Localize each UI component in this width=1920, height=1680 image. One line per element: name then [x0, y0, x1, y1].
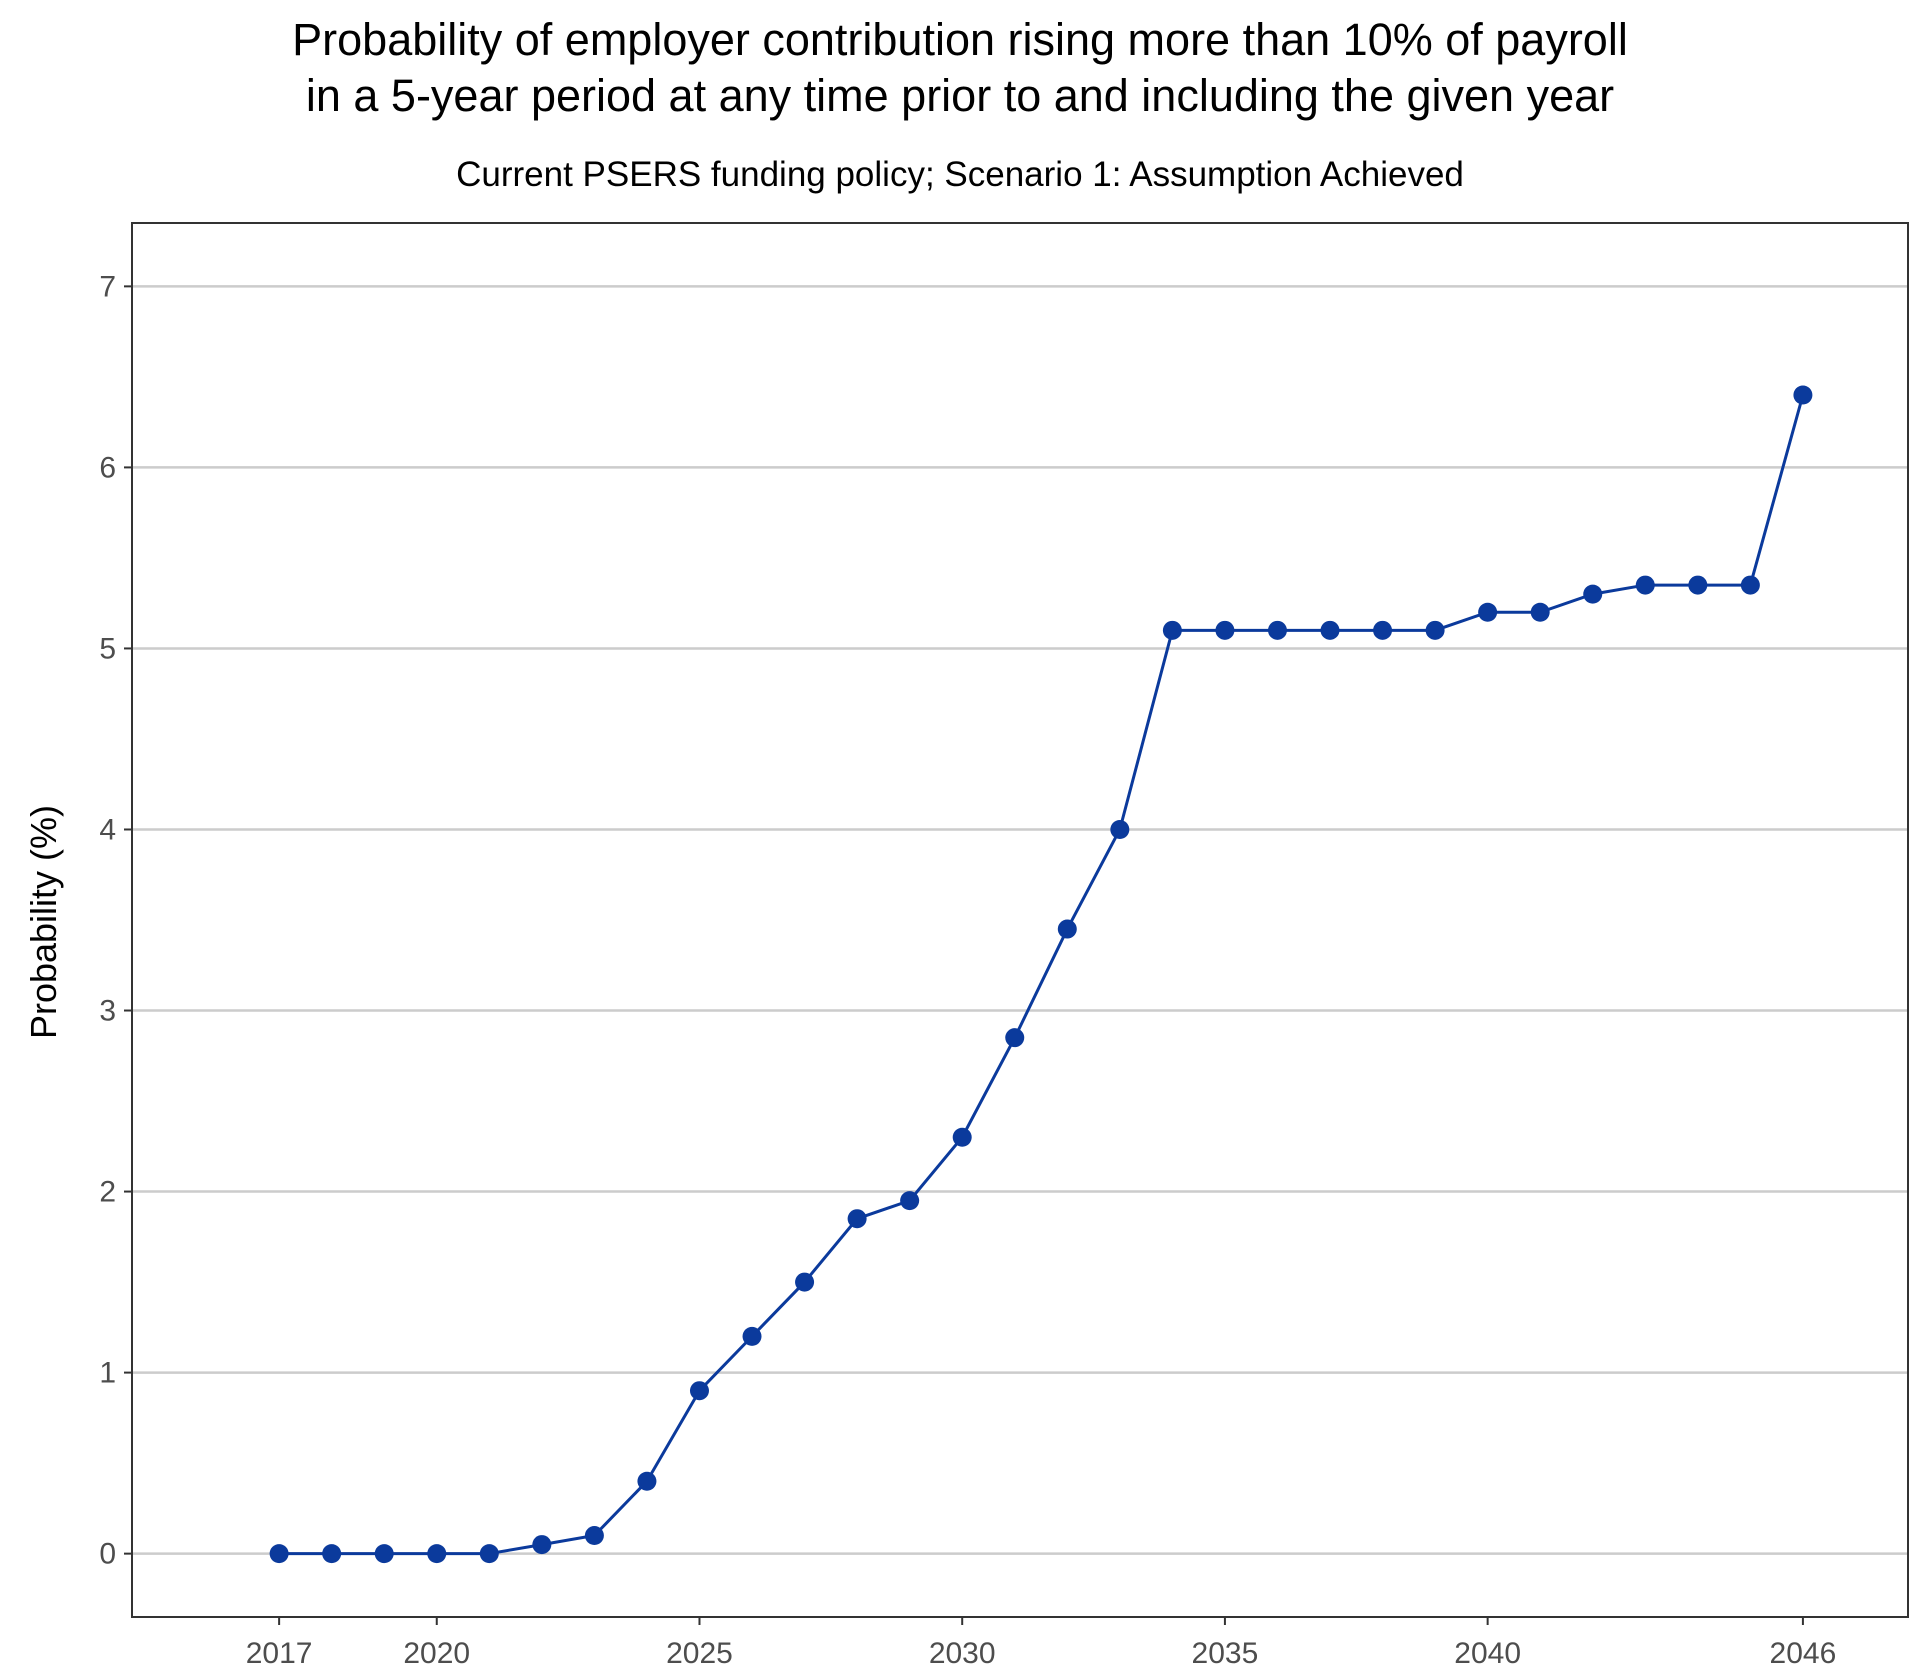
y-tick-label-7: 7 [99, 270, 116, 303]
x-tick-label-2025: 2025 [666, 1637, 733, 1670]
y-axis-label: Probability (%) [23, 805, 64, 1039]
y-tick-label-2: 2 [99, 1176, 116, 1209]
data-point-2044 [1688, 575, 1708, 595]
data-point-2020 [427, 1544, 447, 1564]
y-tick-label-0: 0 [99, 1538, 116, 1571]
data-point-2023 [584, 1526, 604, 1546]
y-tick-label-3: 3 [99, 995, 116, 1028]
data-point-2017 [269, 1544, 289, 1564]
data-point-2021 [479, 1544, 499, 1564]
x-tick-label-2035: 2035 [1192, 1637, 1259, 1670]
gridlines [132, 285, 1908, 1555]
data-point-2032 [1057, 919, 1077, 939]
axis-labels: Probability (%) [23, 805, 64, 1039]
y-tick-label-5: 5 [99, 632, 116, 665]
data-point-2033 [1110, 819, 1130, 839]
x-tick-label-2017: 2017 [246, 1637, 313, 1670]
data-point-2027 [795, 1272, 815, 1292]
data-point-2046 [1793, 385, 1813, 405]
x-tick-label-2040: 2040 [1454, 1637, 1521, 1670]
data-point-2028 [847, 1209, 867, 1229]
data-point-2018 [322, 1544, 342, 1564]
chart-title-line-2: in a 5-year period at any time prior to … [305, 70, 1615, 121]
chart-title: Probability of employer contribution ris… [0, 12, 1920, 124]
data-point-2037 [1320, 620, 1340, 640]
chart-subtitle: Current PSERS funding policy; Scenario 1… [456, 155, 1464, 194]
y-tick-label-6: 6 [99, 451, 116, 484]
chart-title-line-1: Probability of employer contribution ris… [292, 14, 1628, 65]
data-point-2036 [1267, 620, 1287, 640]
y-tick-label-4: 4 [99, 813, 116, 846]
data-point-2019 [374, 1544, 394, 1564]
series-line [279, 394, 1805, 1556]
data-point-2040 [1478, 602, 1498, 622]
x-tick-label-2046: 2046 [1770, 1637, 1837, 1670]
x-tick-label-2020: 2020 [403, 1637, 470, 1670]
data-point-2043 [1635, 575, 1655, 595]
x-tick-label-2030: 2030 [929, 1637, 996, 1670]
data-point-2042 [1583, 584, 1603, 604]
data-point-2025 [689, 1381, 709, 1401]
data-point-2035 [1215, 620, 1235, 640]
data-point-2024 [637, 1471, 657, 1491]
data-point-2030 [952, 1127, 972, 1147]
y-tick-label-1: 1 [99, 1357, 116, 1390]
data-point-2022 [532, 1535, 552, 1555]
data-point-2038 [1373, 620, 1393, 640]
axes: 0 1 2 3 4 5 6 7 2017 2020 2025 2030 2035 2040 2046 [99, 222, 1909, 1670]
data-point-2034 [1162, 620, 1182, 640]
data-point-2026 [742, 1326, 762, 1346]
data-point-2039 [1425, 620, 1445, 640]
series-probability [269, 385, 1813, 1564]
data-point-2029 [900, 1191, 920, 1211]
data-point-2041 [1530, 602, 1550, 622]
data-point-2045 [1740, 575, 1760, 595]
data-point-2031 [1005, 1028, 1025, 1048]
plot-panel-border [131, 222, 1909, 1618]
